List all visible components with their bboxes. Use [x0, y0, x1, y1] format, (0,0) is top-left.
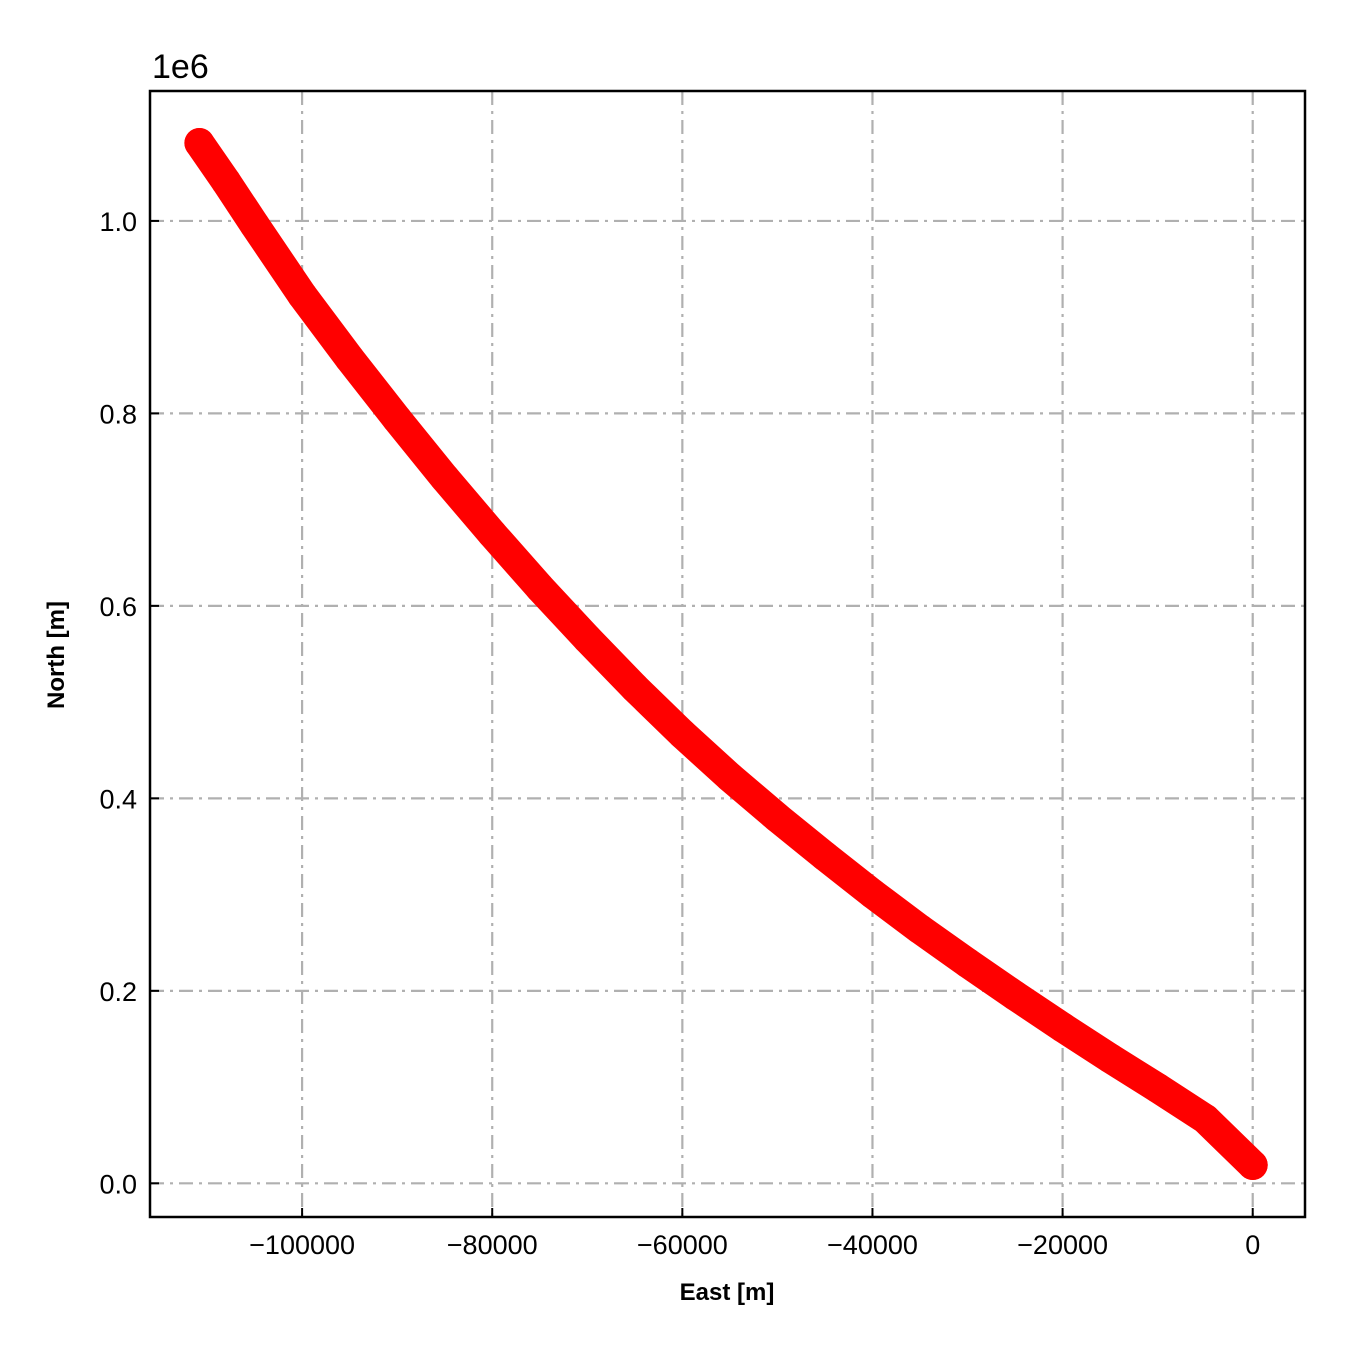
y-tick-label: 0.8	[99, 399, 137, 429]
data-point	[1190, 1103, 1221, 1134]
data-point	[477, 518, 508, 549]
x-axis-label: East [m]	[680, 1279, 775, 1306]
x-tick-label: −40000	[827, 1230, 918, 1260]
y-offset-label: 1e6	[152, 48, 209, 86]
x-tick-label: −20000	[1017, 1230, 1108, 1260]
data-point	[619, 672, 650, 703]
y-tick-label: 1.0	[99, 207, 137, 237]
plot-frame	[148, 89, 1307, 1219]
data-point	[809, 841, 840, 872]
data-point	[952, 947, 983, 978]
y-axis-label: North [m]	[43, 601, 70, 709]
data-point	[287, 280, 318, 310]
data-point	[905, 914, 935, 945]
data-point	[429, 462, 460, 493]
data-point	[572, 623, 603, 654]
data-point	[184, 128, 215, 158]
data-point	[1237, 1150, 1268, 1180]
x-tick-label: −100000	[249, 1230, 355, 1260]
y-tick-label: 0.2	[99, 977, 137, 1007]
x-tick-label: −80000	[447, 1230, 538, 1260]
data-point	[1000, 980, 1031, 1011]
data-point	[524, 572, 555, 603]
data-point	[857, 878, 888, 909]
data-point	[239, 209, 270, 240]
data-series	[184, 128, 1268, 1180]
data-point	[1047, 1012, 1078, 1043]
data-point	[1095, 1043, 1126, 1074]
data-point	[762, 802, 793, 833]
ticks: −100000 −80000 −60000 −40000 −20000 0 0.0 0.2 0.…	[99, 207, 1260, 1260]
data-point	[211, 166, 241, 197]
grid	[150, 91, 1305, 1217]
y-tick-label: 0.4	[99, 784, 137, 814]
data-point	[334, 343, 365, 374]
x-tick-label: 0	[1245, 1230, 1260, 1260]
data-point	[714, 762, 745, 793]
data-point	[382, 404, 413, 435]
y-tick-label: 0.0	[99, 1169, 137, 1199]
x-tick-label: −60000	[637, 1230, 728, 1260]
data-point	[1142, 1073, 1173, 1103]
y-tick-label: 0.6	[99, 592, 137, 622]
series-line	[184, 128, 1268, 1180]
data-point	[667, 718, 698, 749]
